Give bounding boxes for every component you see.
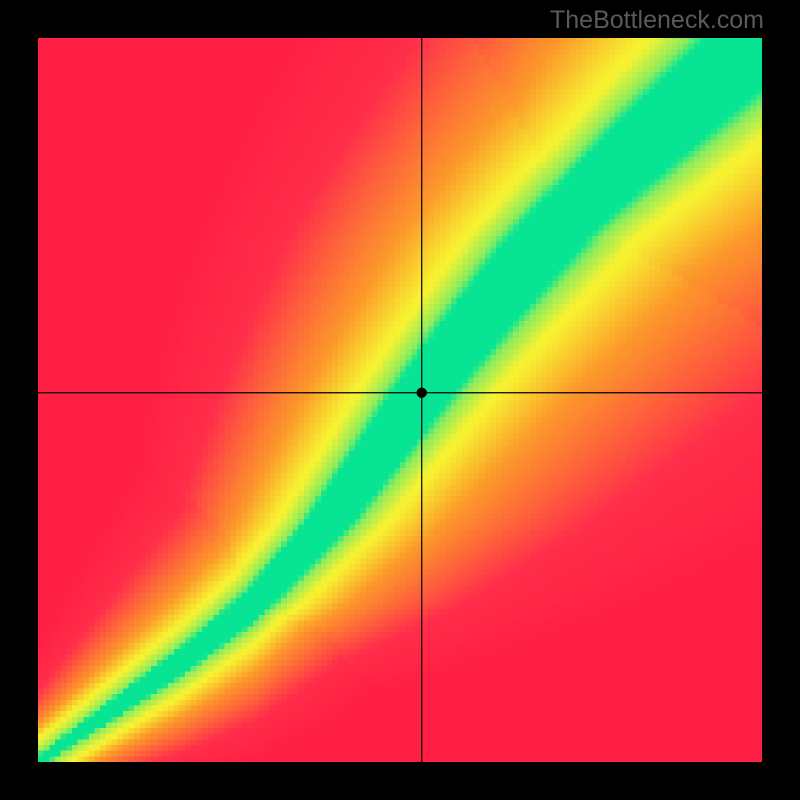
chart-container: TheBottleneck.com bbox=[0, 0, 800, 800]
watermark-text: TheBottleneck.com bbox=[550, 6, 764, 35]
bottleneck-heatmap bbox=[38, 38, 762, 762]
